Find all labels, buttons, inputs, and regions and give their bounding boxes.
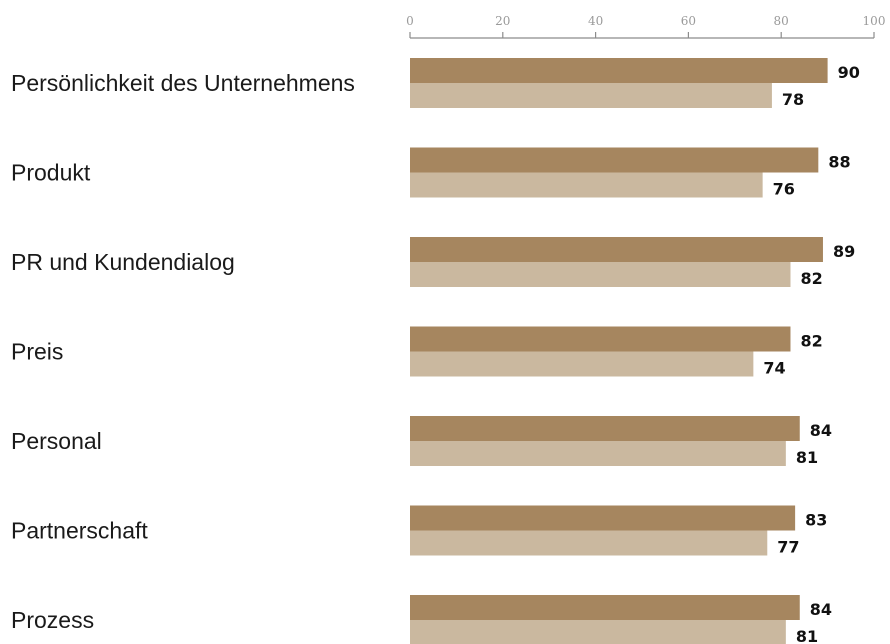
x-tick-label: 80: [774, 14, 789, 28]
category-label: Partnerschaft: [11, 518, 148, 544]
bar-series-2: [410, 441, 786, 466]
data-label: 83: [805, 511, 827, 530]
data-label: 90: [838, 63, 860, 82]
bar-series-1: [410, 416, 800, 441]
data-label: 78: [782, 90, 804, 109]
bar-series-2: [410, 620, 786, 644]
bar-series-2: [410, 262, 791, 287]
data-label: 82: [800, 332, 822, 351]
data-label: 82: [800, 269, 822, 288]
bars: [410, 58, 828, 644]
data-label: 76: [773, 180, 795, 199]
bar-series-1: [410, 58, 828, 83]
bar-series-2: [410, 530, 768, 556]
x-tick-label: 60: [681, 14, 696, 28]
data-label: 84: [810, 421, 832, 440]
category-label: Persönlichkeit des Unternehmens: [11, 70, 355, 96]
category-label: Personal: [11, 428, 102, 454]
category-label: Produkt: [11, 160, 91, 186]
data-label: 81: [796, 627, 818, 644]
data-label: 89: [833, 242, 855, 261]
bar-series-1: [410, 505, 796, 531]
bar-series-1: [410, 595, 800, 620]
bar-series-2: [410, 83, 772, 108]
category-labels: Persönlichkeit des Unternehmens Produkt PR…: [11, 70, 355, 633]
bar-series-2: [410, 351, 754, 377]
x-tick-label: 100: [863, 14, 886, 28]
x-axis: 0 20 40 60 80 100: [406, 14, 886, 39]
data-label: 81: [796, 448, 818, 467]
category-label: PR und Kundendialog: [11, 249, 235, 275]
data-label: 84: [810, 600, 832, 619]
bar-series-1: [410, 237, 823, 262]
category-label: Preis: [11, 339, 63, 365]
data-label: 77: [777, 538, 799, 557]
x-tick-label: 40: [588, 14, 603, 28]
value-labels: 90 78 88 76 89 82 82 74 84 81 83 77 84 81: [763, 63, 860, 644]
data-label: 74: [763, 359, 785, 378]
x-tick-label: 0: [406, 14, 414, 28]
bar-series-1: [410, 326, 791, 352]
data-label: 88: [828, 153, 850, 172]
x-tick-label: 20: [495, 14, 510, 28]
bar-series-1: [410, 147, 819, 173]
bar-series-2: [410, 172, 763, 198]
category-label: Prozess: [11, 607, 94, 633]
